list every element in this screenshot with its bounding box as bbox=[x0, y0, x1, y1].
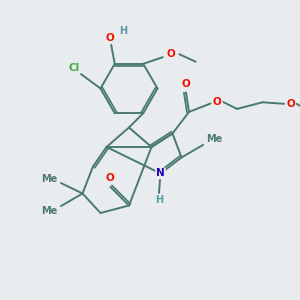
Text: O: O bbox=[286, 99, 295, 109]
Text: Cl: Cl bbox=[69, 62, 80, 73]
Text: Me: Me bbox=[41, 206, 58, 217]
Text: H: H bbox=[155, 195, 163, 206]
Text: Me: Me bbox=[41, 173, 58, 184]
Text: H: H bbox=[119, 26, 127, 36]
Text: O: O bbox=[105, 173, 114, 183]
Text: O: O bbox=[106, 33, 115, 43]
Text: O: O bbox=[182, 79, 190, 89]
Text: O: O bbox=[213, 97, 222, 107]
Text: N: N bbox=[156, 168, 165, 178]
Text: O: O bbox=[167, 49, 176, 59]
Text: Me: Me bbox=[206, 134, 223, 145]
